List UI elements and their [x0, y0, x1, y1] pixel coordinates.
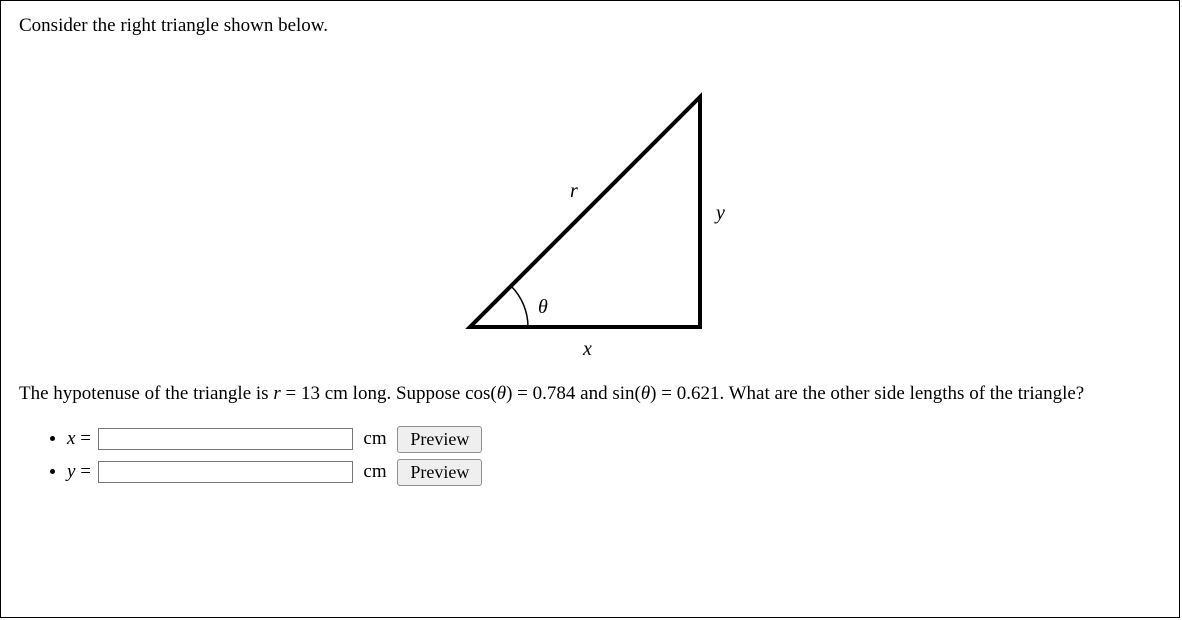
q-eq2: = [517, 383, 532, 404]
x-unit: cm [363, 428, 386, 449]
q-r-unit: cm long. Suppose [320, 383, 465, 404]
prompt-text: Consider the right triangle shown below. [19, 15, 1161, 37]
triangle-svg: r y x θ [420, 47, 760, 367]
q-sin-lhs: sin(θ) [612, 383, 656, 404]
q-cos-val: 0.784 [533, 383, 576, 404]
svg-text:r: r [570, 180, 578, 202]
q-eq3: = [661, 383, 676, 404]
answer-list: x = cm Preview y = cm Preview [19, 426, 1161, 486]
q-pre: The hypotenuse of the triangle is [19, 383, 273, 404]
q-r-var: r [273, 383, 280, 404]
y-label: y = [67, 461, 91, 483]
q-tail: . What are the other side lengths of the… [719, 383, 1084, 404]
answer-row-x: x = cm Preview [67, 426, 1161, 453]
q-and: and [575, 383, 612, 404]
triangle-figure: r y x θ [19, 47, 1161, 373]
x-label: x = [67, 428, 91, 450]
question-text: The hypotenuse of the triangle is r = 13… [19, 381, 1161, 408]
question-frame: Consider the right triangle shown below.… [0, 0, 1180, 618]
preview-x-button[interactable]: Preview [397, 426, 482, 453]
q-eq1: = [285, 383, 300, 404]
svg-text:x: x [582, 338, 592, 360]
y-input[interactable] [98, 461, 353, 483]
x-input[interactable] [98, 428, 353, 450]
q-cos-lhs: cos(θ) [465, 383, 512, 404]
preview-y-button[interactable]: Preview [397, 459, 482, 486]
q-sin-val: 0.621 [677, 383, 720, 404]
answer-row-y: y = cm Preview [67, 459, 1161, 486]
svg-text:θ: θ [538, 296, 548, 318]
q-r-val: 13 [301, 383, 320, 404]
y-unit: cm [363, 461, 386, 482]
svg-text:y: y [714, 202, 725, 224]
